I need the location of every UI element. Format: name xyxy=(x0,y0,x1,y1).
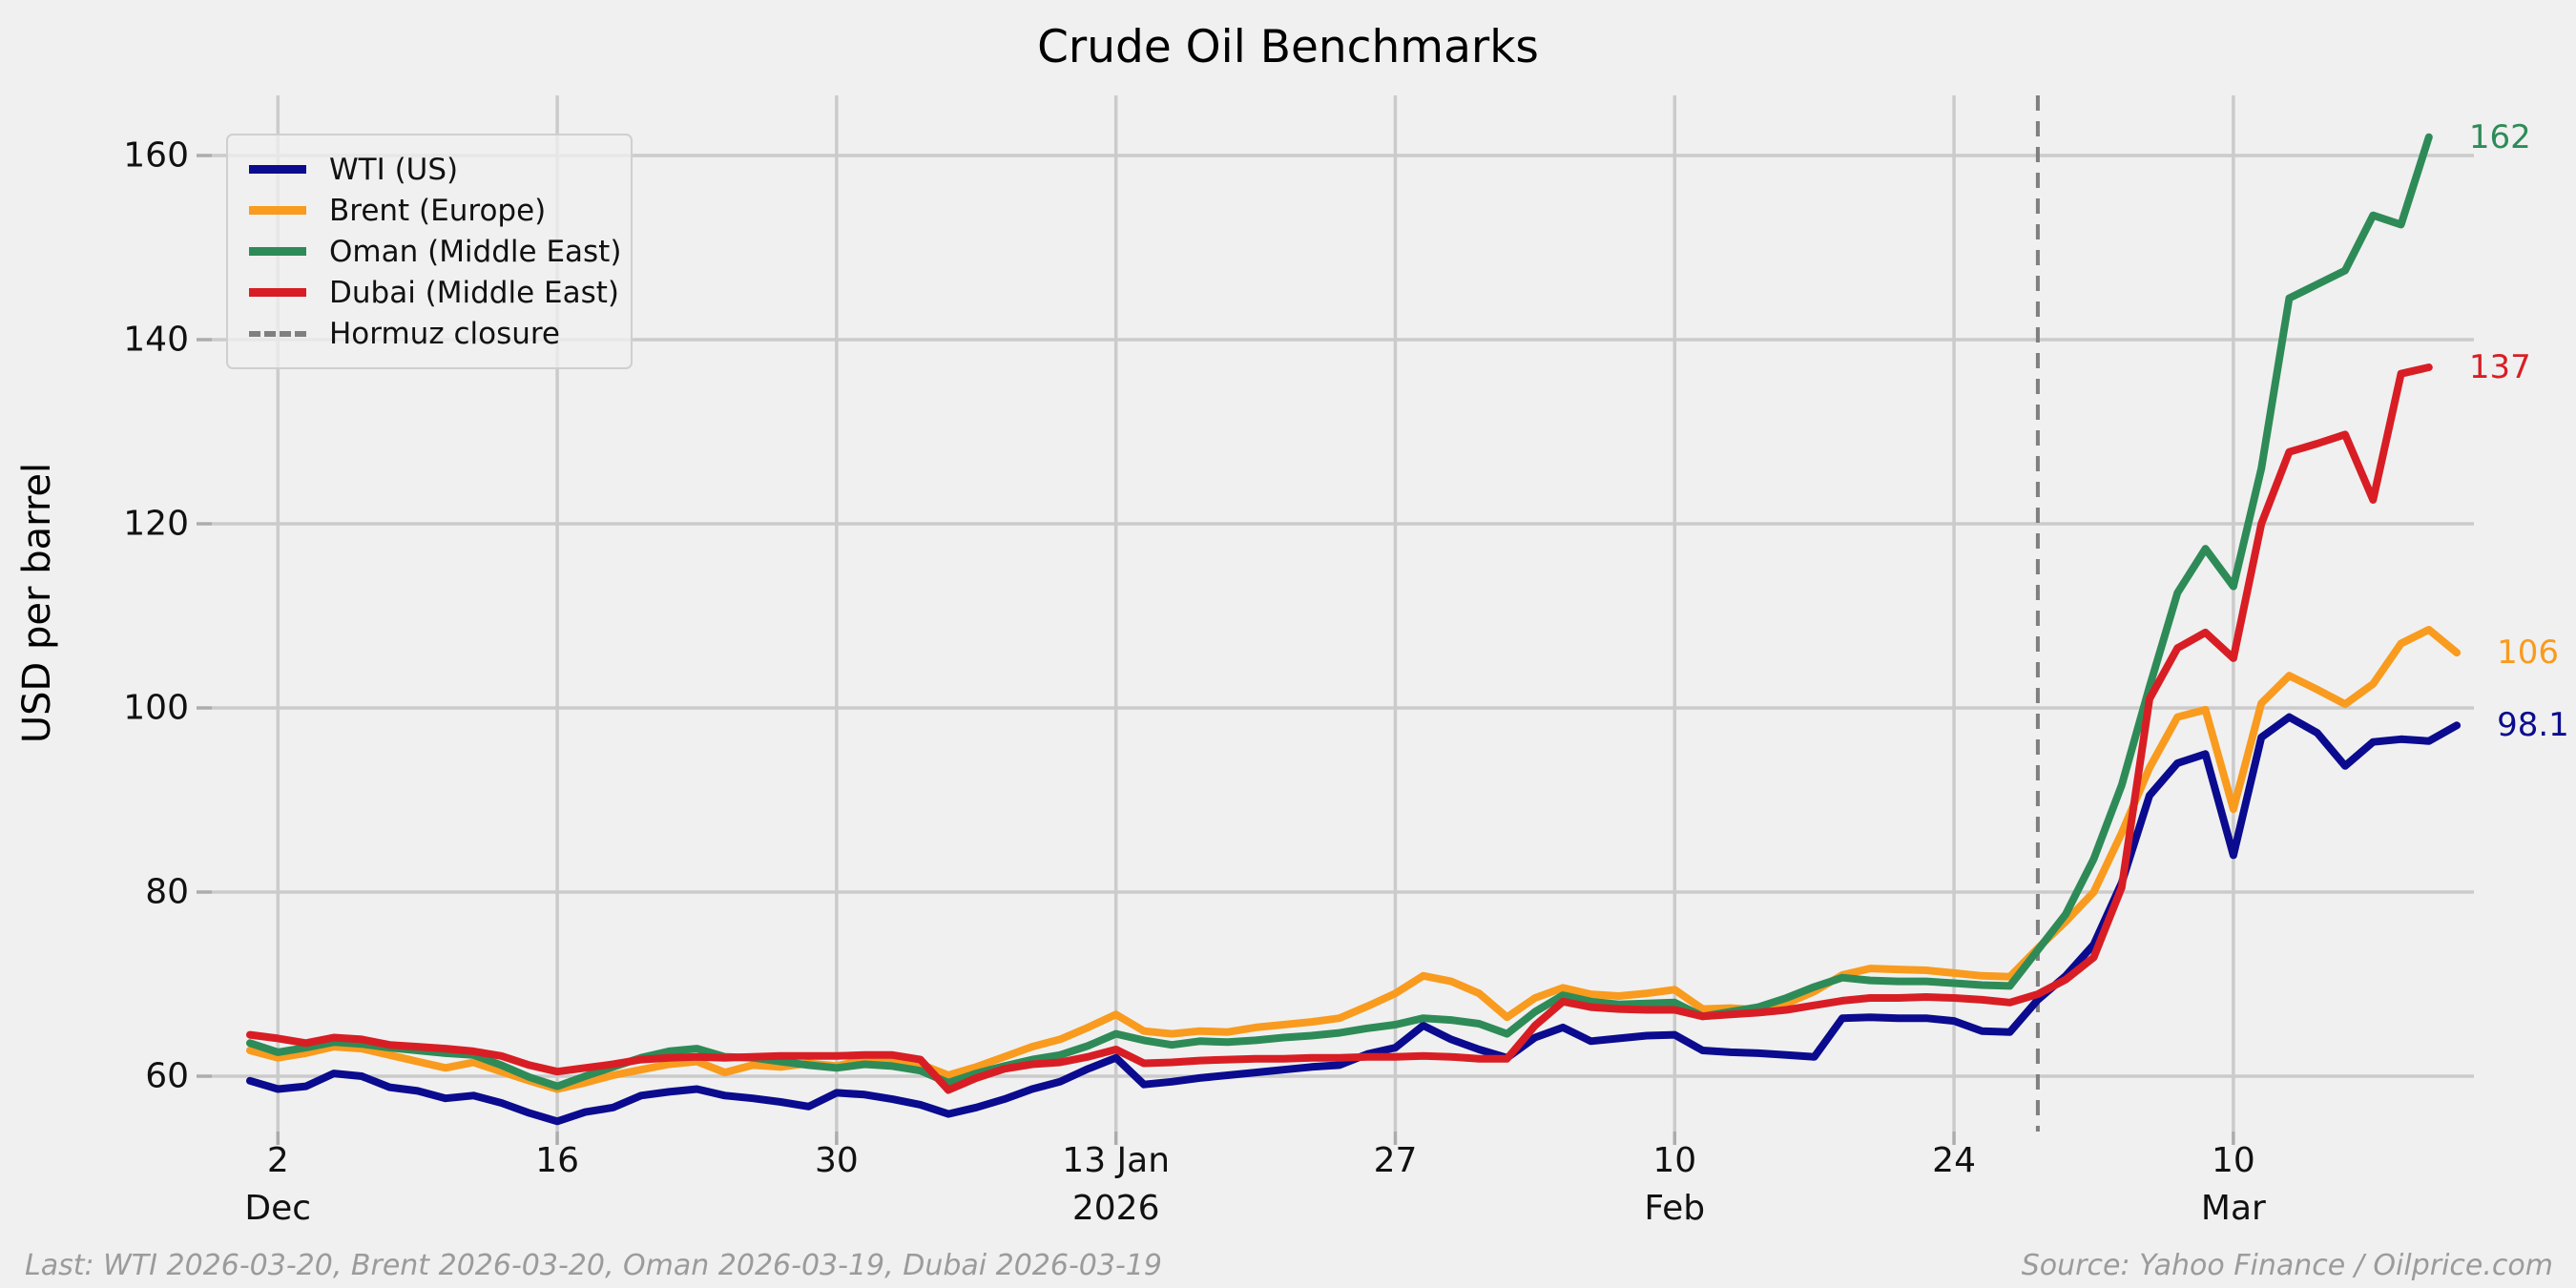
y-tick-label: 160 xyxy=(123,135,189,176)
legend: WTI (US) Brent (Europe) Oman (Middle Eas… xyxy=(226,134,633,369)
dubai-line-swatch xyxy=(249,288,306,297)
legend-item-wti: WTI (US) xyxy=(249,149,604,190)
y-tick-label: 120 xyxy=(123,504,189,544)
brent-line-swatch xyxy=(249,206,306,215)
chart-title: Crude Oil Benchmarks xyxy=(1037,21,1539,73)
x-tick-label: 24 xyxy=(1932,1141,1976,1180)
x-tick-label: 27 xyxy=(1373,1141,1418,1180)
last-values-note: Last: WTI 2026-03-20, Brent 2026-03-20, … xyxy=(25,1249,1162,1282)
x-tick-label: 16 xyxy=(535,1141,579,1180)
x-tick-label: 10 xyxy=(2211,1141,2255,1180)
legend-label-wti: WTI (US) xyxy=(329,152,459,187)
legend-label-dubai: Dubai (Middle East) xyxy=(329,275,619,310)
y-tick-label: 100 xyxy=(123,688,189,728)
y-tick-label: 140 xyxy=(123,320,189,360)
legend-label-brent: Brent (Europe) xyxy=(329,193,547,228)
source-note: Source: Yahoo Finance / Oilprice.com xyxy=(2021,1249,2553,1282)
wti-line-swatch xyxy=(249,165,306,174)
hormuz-closure-dash-swatch xyxy=(249,330,306,337)
end-value-label-oman: 162 xyxy=(2468,117,2531,156)
legend-label-hormuz-closure: Hormuz closure xyxy=(329,316,561,351)
legend-item-oman: Oman (Middle East) xyxy=(249,231,621,272)
x-tick-sub-label: Dec xyxy=(244,1189,312,1228)
x-tick-sub-label: Feb xyxy=(1644,1189,1706,1228)
series-line-dubai xyxy=(246,364,2433,1094)
y-axis-label: USD per barrel xyxy=(15,462,59,744)
legend-item-hormuz-closure: Hormuz closure xyxy=(249,313,604,354)
legend-label-oman: Oman (Middle East) xyxy=(329,234,622,269)
legend-item-dubai: Dubai (Middle East) xyxy=(249,272,619,313)
x-tick-label: 13 Jan xyxy=(1062,1141,1171,1180)
end-value-label-brent: 106 xyxy=(2497,634,2560,673)
x-tick-sub-label: Mar xyxy=(2200,1189,2266,1228)
oman-line-swatch xyxy=(249,247,306,256)
x-tick-sub-label: 2026 xyxy=(1071,1189,1160,1228)
x-tick-label: 10 xyxy=(1652,1141,1697,1180)
y-tick-label: 80 xyxy=(145,872,189,912)
series-line-brent xyxy=(246,626,2462,1093)
x-tick-label: 30 xyxy=(814,1141,859,1180)
legend-item-brent: Brent (Europe) xyxy=(249,190,604,231)
end-value-label-wti: 98.1 xyxy=(2497,706,2569,745)
end-value-label-dubai: 137 xyxy=(2468,347,2531,386)
y-tick-label: 60 xyxy=(145,1056,189,1096)
x-tick-label: 2 xyxy=(266,1141,289,1180)
